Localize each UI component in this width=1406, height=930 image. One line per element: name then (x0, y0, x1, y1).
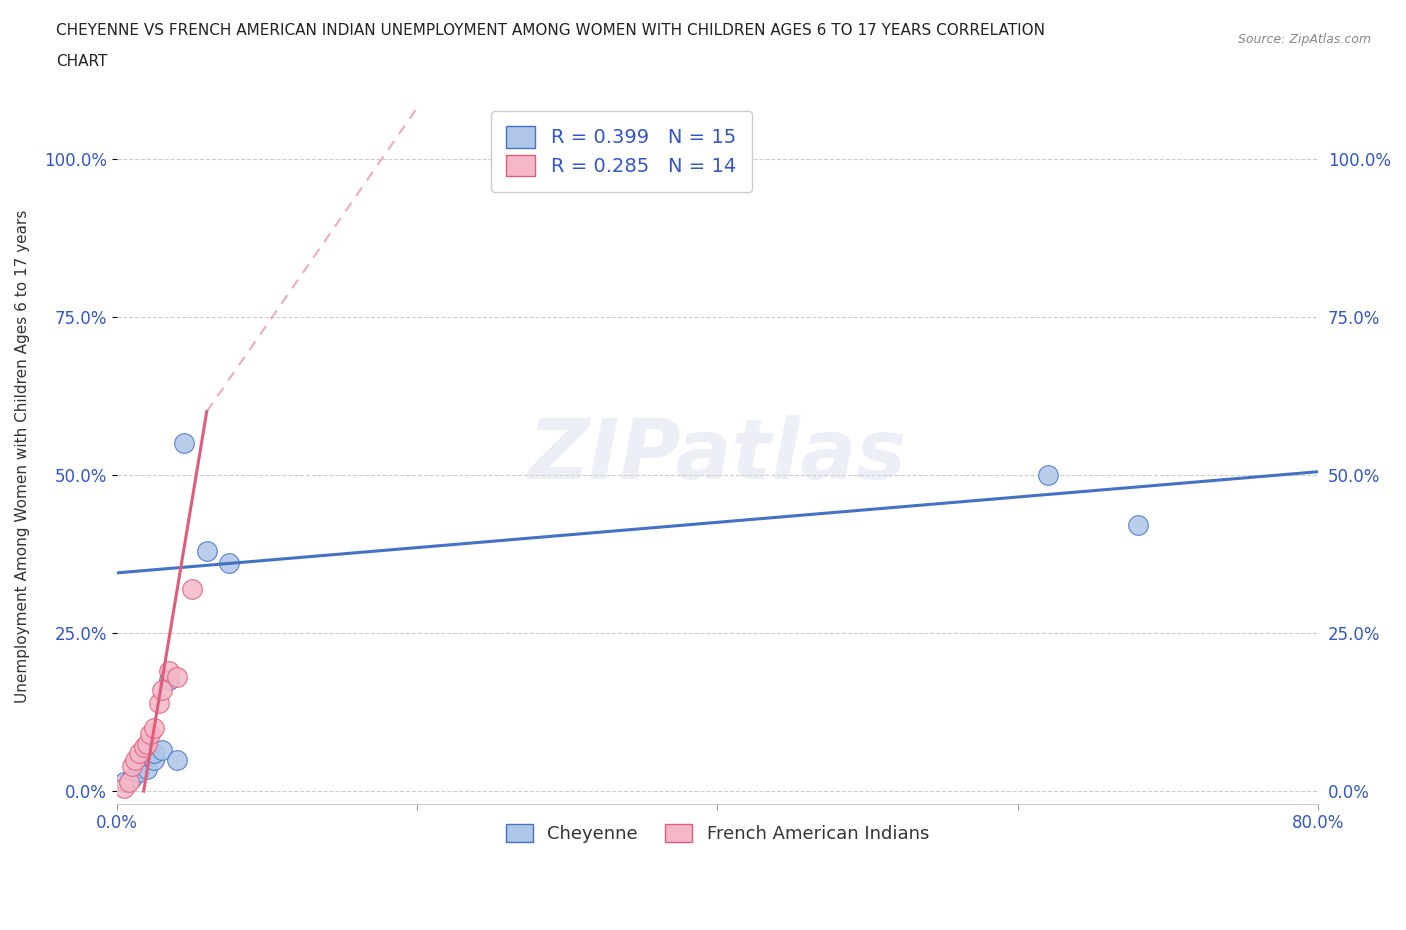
Point (157, 663, 180, 678)
Point (150, 683, 173, 698)
Legend: Cheyenne, French American Indians: Cheyenne, French American Indians (492, 809, 943, 857)
Point (128, 764, 150, 779)
Point (166, 670, 188, 684)
Point (112, 780, 135, 795)
Point (173, 436, 195, 451)
Text: ZIPatlas: ZIPatlas (529, 416, 907, 497)
Point (121, 771, 143, 786)
Point (121, 758, 143, 773)
Point (150, 742, 173, 757)
Point (112, 774, 135, 789)
Point (148, 695, 170, 710)
Point (1126, 518, 1149, 533)
Point (180, 581, 202, 596)
Point (166, 752, 188, 767)
Point (195, 543, 218, 558)
Point (135, 737, 157, 751)
Text: CHART: CHART (56, 54, 108, 69)
Y-axis label: Unemployment Among Women with Children Ages 6 to 17 years: Unemployment Among Women with Children A… (15, 209, 30, 702)
Point (143, 752, 166, 767)
Point (132, 739, 155, 754)
Text: CHEYENNE VS FRENCH AMERICAN INDIAN UNEMPLOYMENT AMONG WOMEN WITH CHILDREN AGES 6: CHEYENNE VS FRENCH AMERICAN INDIAN UNEMP… (56, 23, 1045, 38)
Text: Source: ZipAtlas.com: Source: ZipAtlas.com (1237, 33, 1371, 46)
Point (124, 752, 146, 767)
Point (135, 762, 157, 777)
Point (1036, 468, 1059, 483)
Point (143, 746, 166, 761)
Point (143, 721, 166, 736)
Point (135, 749, 157, 764)
Point (128, 746, 150, 761)
Point (157, 673, 180, 688)
Point (138, 726, 160, 741)
Point (117, 774, 139, 789)
Point (218, 556, 240, 571)
